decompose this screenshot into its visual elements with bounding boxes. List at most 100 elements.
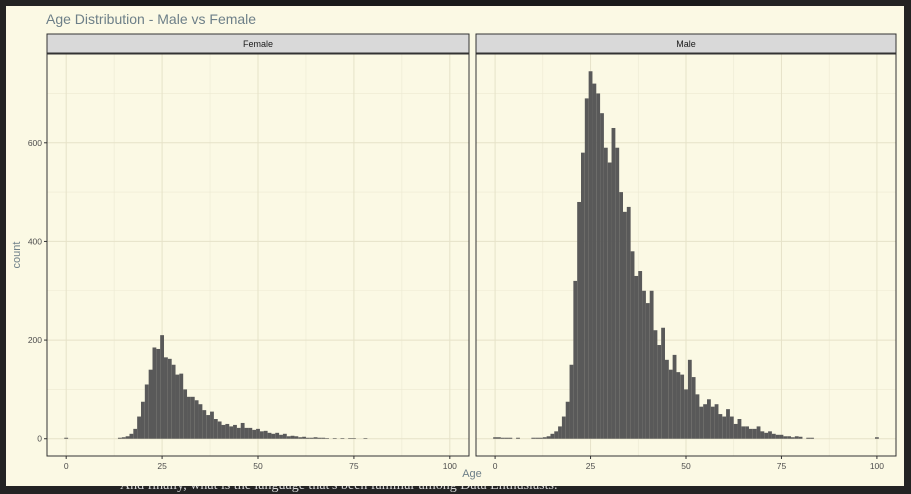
histogram-bar [313, 437, 318, 439]
histogram-bar [592, 83, 597, 439]
histogram-bar [722, 416, 727, 439]
x-tick-label: 25 [586, 461, 596, 471]
histogram-bar [539, 437, 543, 439]
histogram-bar [148, 369, 153, 439]
histogram-bar [121, 437, 126, 439]
histogram-bar [309, 437, 314, 439]
histogram-bar [787, 436, 791, 439]
histogram-bar [305, 437, 310, 439]
histogram-bar [321, 437, 326, 439]
histogram-bar [680, 374, 685, 439]
y-tick-label: 400 [28, 236, 42, 246]
histogram-bar [581, 152, 585, 439]
histogram-bar [626, 206, 631, 439]
histogram-bar [225, 423, 230, 439]
histogram-bar [516, 437, 520, 439]
histogram-bar [259, 431, 264, 439]
histogram-bar [497, 437, 501, 439]
histogram-bar [733, 423, 738, 439]
histogram-bar [603, 147, 608, 439]
histogram-bar [630, 251, 635, 439]
facet-strip-male [475, 33, 897, 54]
histogram-bar [726, 409, 730, 439]
histogram-bar [672, 354, 677, 439]
histogram-bar [152, 347, 157, 439]
histogram-bar [210, 411, 214, 439]
histogram-bar [160, 335, 165, 439]
histogram-bar [638, 271, 643, 439]
histogram-bar [615, 147, 620, 439]
histogram-bar [623, 211, 627, 439]
x-tick-label: 50 [681, 461, 691, 471]
histogram-bar [351, 438, 356, 439]
x-tick-label: 75 [777, 461, 787, 471]
histogram-bar [554, 431, 559, 439]
background-code-strip [120, 0, 720, 8]
histogram-bar [129, 433, 134, 439]
histogram-bar [760, 431, 765, 439]
histogram-bar [156, 348, 161, 439]
histogram-bar [684, 389, 688, 439]
histogram-bar [749, 428, 753, 439]
histogram-bar [187, 396, 191, 439]
x-tick-label: 0 [493, 461, 498, 471]
histogram-bar [783, 436, 788, 439]
histogram-bar [535, 437, 539, 439]
histogram-bar [569, 364, 574, 439]
histogram-bar [252, 429, 257, 439]
histogram-bar [194, 400, 199, 439]
histogram-bar [619, 192, 623, 439]
histogram-bar [794, 436, 799, 439]
histogram-bar [167, 358, 172, 439]
histogram-bar [775, 434, 780, 439]
histogram-bar [707, 399, 711, 439]
y-tick-label: 0 [37, 434, 42, 444]
chart-title: Age Distribution - Male vs Female [46, 11, 257, 27]
histogram-bar [642, 290, 646, 439]
histogram-bar [290, 435, 295, 439]
histogram-bar [710, 406, 715, 439]
histogram-bar [653, 330, 658, 439]
y-axis-title: count [11, 242, 23, 269]
histogram-bar [248, 427, 253, 439]
histogram-bar [584, 98, 589, 439]
facet-label-male: Male [676, 39, 696, 49]
histogram-bar [600, 113, 604, 439]
histogram-bar [286, 436, 291, 439]
histogram-bar [117, 437, 122, 439]
histogram-chart: Female 0 25 50 75 100 Male 0 25 50 75 100 0 200 400 600… [11, 33, 897, 480]
histogram-bar [298, 437, 303, 439]
histogram-bar [668, 369, 673, 439]
histogram-bar [325, 438, 329, 439]
histogram-bar [213, 419, 218, 439]
histogram-bar [282, 433, 287, 439]
histogram-bar [179, 373, 184, 439]
histogram-bar [771, 433, 776, 439]
histogram-bar [317, 437, 322, 439]
x-tick-label: 25 [157, 461, 167, 471]
histogram-bar [294, 436, 299, 439]
histogram-bar [363, 438, 368, 439]
histogram-bar [665, 359, 669, 439]
x-tick-label: 75 [349, 461, 359, 471]
histogram-bar [737, 419, 742, 439]
histogram-bar [531, 437, 536, 439]
histogram-bar [699, 406, 704, 439]
histogram-bar [229, 426, 234, 439]
histogram-bar [718, 414, 723, 439]
x-tick-label: 100 [870, 461, 884, 471]
histogram-bar [577, 201, 581, 439]
histogram-bar [634, 275, 639, 439]
histogram-bar [542, 437, 547, 439]
histogram-bar [263, 430, 268, 439]
histogram-bar [691, 377, 696, 439]
histogram-bar [348, 438, 352, 439]
histogram-bar [244, 427, 249, 439]
histogram-bar [332, 438, 337, 439]
histogram-bar [752, 428, 757, 439]
histogram-bar [676, 372, 681, 439]
histogram-bar [729, 416, 734, 439]
histogram-bar [183, 389, 188, 439]
histogram-bar [806, 437, 811, 439]
histogram-bar [267, 432, 272, 439]
